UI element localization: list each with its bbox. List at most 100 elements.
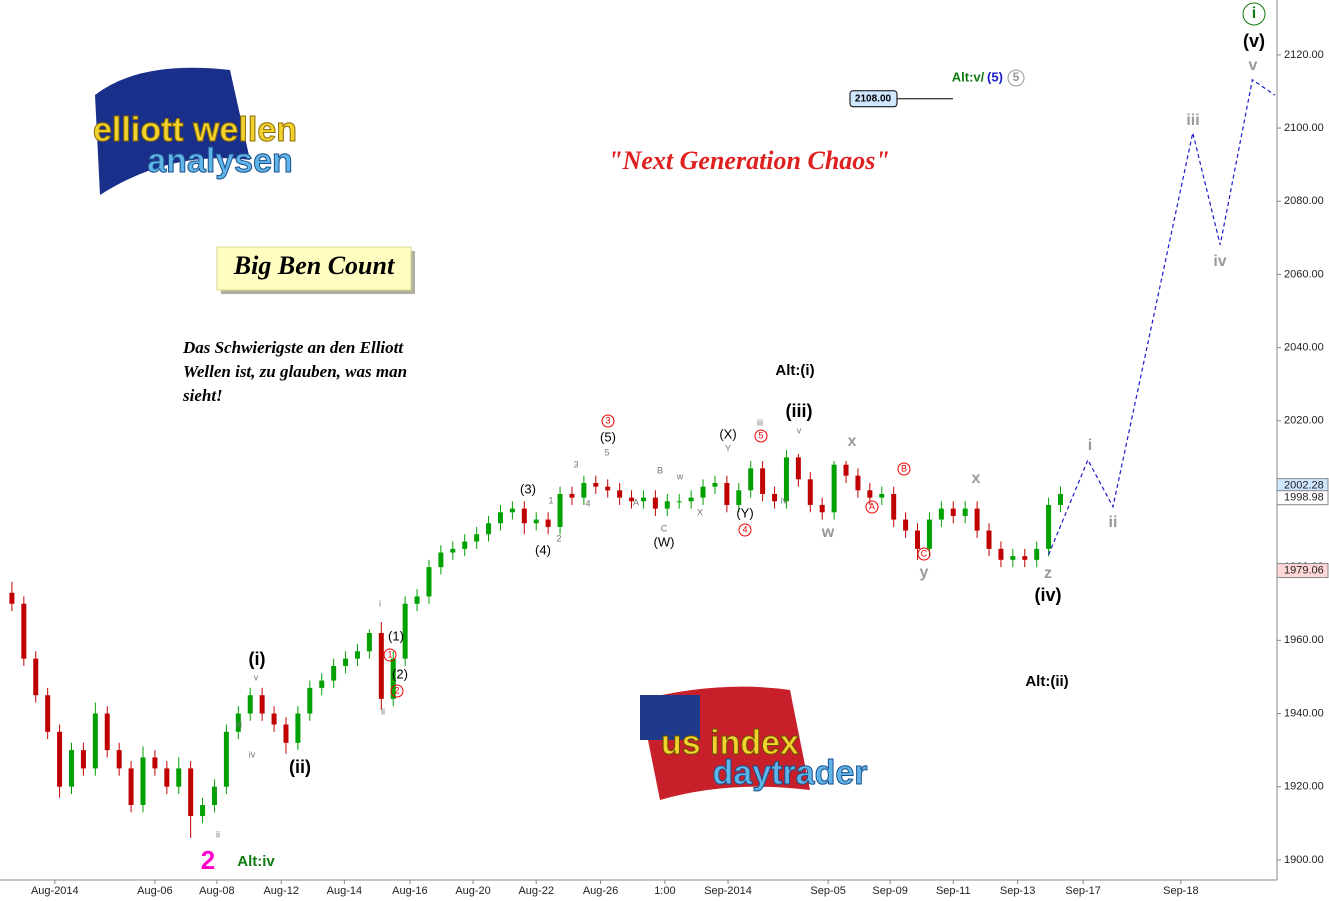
candle-body bbox=[569, 493, 575, 498]
wave-label: ii bbox=[1109, 514, 1118, 531]
label-text: Big Ben Count bbox=[233, 251, 395, 280]
candle-body bbox=[855, 475, 861, 491]
annotation-circle bbox=[865, 500, 879, 514]
candle-body bbox=[188, 768, 194, 816]
candle-body bbox=[772, 493, 778, 502]
wave-label: i bbox=[215, 785, 217, 795]
candle-body bbox=[1034, 548, 1040, 560]
y-tick-label: 2080.00 bbox=[1284, 195, 1324, 207]
wave-label: iii bbox=[757, 417, 763, 427]
x-tick-label: Sep-11 bbox=[936, 885, 971, 897]
candle-body bbox=[652, 497, 658, 509]
wave-label: w bbox=[676, 471, 684, 481]
annotation-circle bbox=[1242, 2, 1266, 26]
candle-body bbox=[152, 757, 158, 769]
wave-label: (2) bbox=[392, 666, 408, 681]
logo-usindex: us index daytrader bbox=[640, 686, 868, 800]
annotation-circle bbox=[738, 523, 752, 537]
candle-body bbox=[903, 519, 909, 531]
candle-body bbox=[557, 493, 563, 527]
x-tick-label: Aug-16 bbox=[392, 885, 427, 897]
wave-label: iv bbox=[249, 749, 256, 759]
x-tick-label: Sep-13 bbox=[1000, 885, 1035, 897]
candle-body bbox=[533, 519, 539, 524]
candle-body bbox=[795, 457, 801, 480]
candle-body bbox=[891, 493, 897, 520]
candle-body bbox=[211, 786, 217, 805]
candle-body bbox=[33, 658, 39, 696]
quote-line: Wellen ist, zu glauben, was man bbox=[183, 362, 407, 381]
wave-label: 4 bbox=[742, 524, 747, 534]
wave-label: (v) bbox=[1243, 31, 1265, 51]
candle-body bbox=[223, 731, 229, 787]
y-tick-label: 2040.00 bbox=[1284, 342, 1324, 354]
candle-body bbox=[748, 468, 754, 491]
candle-body bbox=[688, 497, 694, 502]
x-tick-label: Aug-22 bbox=[518, 885, 553, 897]
price-label: 2002.28 bbox=[1284, 480, 1324, 492]
candle-body bbox=[1058, 493, 1064, 505]
candle-body bbox=[962, 508, 968, 516]
annotation-circle bbox=[1007, 69, 1025, 87]
candle-body bbox=[640, 497, 646, 502]
wave-label: (1) bbox=[388, 628, 404, 643]
wave-label: Alt:(i) bbox=[775, 362, 814, 379]
wave-label: i bbox=[379, 598, 381, 608]
annotation-circle bbox=[917, 547, 931, 561]
y-tick-label: 1900.00 bbox=[1284, 854, 1324, 866]
candle-body bbox=[676, 501, 682, 503]
candle-body bbox=[915, 530, 921, 549]
candle-body bbox=[235, 713, 241, 732]
y-tick-label: 2020.00 bbox=[1284, 415, 1324, 427]
candle-body bbox=[843, 464, 849, 476]
candle-body bbox=[712, 482, 718, 487]
wave-label: (iii) bbox=[786, 401, 813, 421]
wave-label: C bbox=[661, 523, 668, 533]
candle-body bbox=[1022, 556, 1028, 560]
candle-body bbox=[998, 548, 1004, 560]
candle-body bbox=[700, 486, 706, 498]
candle-body bbox=[938, 508, 944, 520]
wave-label: (ii) bbox=[289, 757, 311, 777]
wave-label: (5) bbox=[600, 429, 616, 444]
candle-body bbox=[1046, 504, 1052, 549]
candle-body bbox=[390, 658, 396, 699]
wave-label: 5 bbox=[1013, 70, 1020, 84]
candle-body bbox=[295, 713, 301, 743]
candle-body bbox=[200, 804, 206, 816]
wave-label: w bbox=[821, 524, 835, 541]
wave-label: B bbox=[901, 463, 907, 473]
candle-body bbox=[247, 695, 253, 714]
candle-body bbox=[21, 603, 27, 659]
price-label-box bbox=[1276, 490, 1329, 506]
price-label: 1998.98 bbox=[1284, 492, 1324, 504]
wave-label: z bbox=[1044, 565, 1052, 582]
wave-label: 4 bbox=[585, 498, 590, 508]
wave-label: (4) bbox=[535, 542, 551, 557]
x-tick-label: Aug-08 bbox=[199, 885, 234, 897]
candle-body bbox=[438, 552, 444, 568]
y-tick-label: 1940.00 bbox=[1284, 707, 1324, 719]
wave-label: 5 bbox=[604, 447, 609, 457]
candle-body bbox=[593, 482, 599, 487]
candle-body bbox=[724, 482, 730, 505]
candle-body bbox=[366, 633, 372, 652]
candle-body bbox=[378, 633, 384, 699]
x-tick-label: Aug-20 bbox=[455, 885, 490, 897]
target-label: 2108.00 bbox=[855, 93, 892, 104]
wave-label: (5) bbox=[987, 69, 1003, 84]
wave-label: 2 bbox=[394, 685, 399, 695]
candle-body bbox=[259, 695, 265, 714]
candle-body bbox=[271, 713, 277, 725]
candle-body bbox=[57, 731, 63, 787]
candle-body bbox=[474, 534, 480, 542]
candle-body bbox=[104, 713, 110, 751]
chart-title: "Next Generation Chaos" bbox=[608, 146, 890, 175]
x-tick-label: Sep-17 bbox=[1065, 885, 1100, 897]
candle-body bbox=[92, 713, 98, 769]
candle-body bbox=[354, 651, 360, 659]
x-tick-label: Aug-12 bbox=[263, 885, 298, 897]
logo-text: daytrader bbox=[713, 754, 868, 792]
candle-body bbox=[450, 548, 456, 553]
